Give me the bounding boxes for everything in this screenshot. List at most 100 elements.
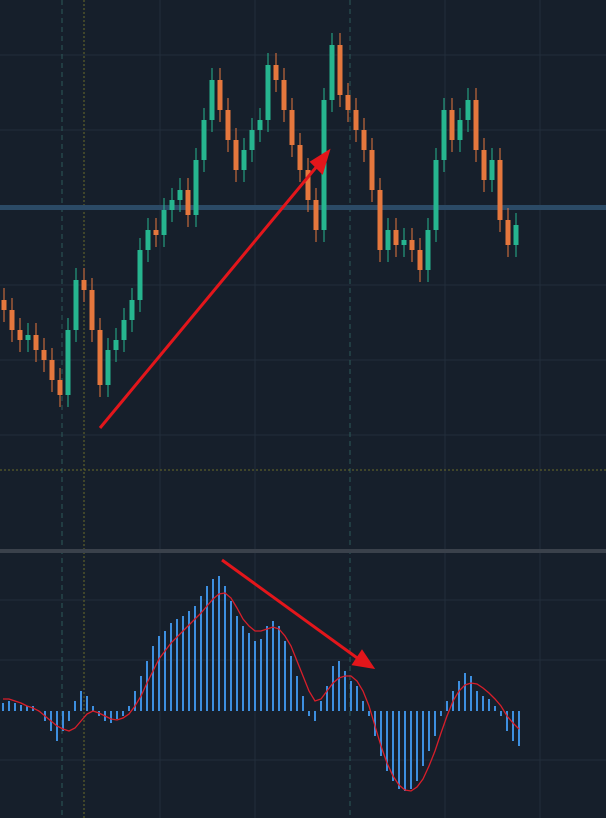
histogram-bar [14, 703, 16, 711]
histogram-bar [410, 711, 412, 789]
candle-body [233, 140, 239, 170]
histogram-bar [140, 676, 142, 711]
candle-body [505, 220, 511, 245]
histogram-bar [470, 676, 472, 711]
histogram-bar [134, 691, 136, 711]
signal-line [3, 592, 520, 792]
candle-body [145, 230, 151, 250]
histogram-bar [116, 711, 118, 719]
histogram-bar [194, 606, 196, 711]
candle-body [265, 65, 271, 120]
candle-body [225, 110, 231, 140]
candle-body [81, 280, 87, 290]
candle-body [313, 200, 319, 230]
histogram-bar [458, 681, 460, 711]
histogram-bar [338, 661, 340, 711]
marks [1, 33, 520, 792]
pane-separator [0, 549, 606, 553]
candle-body [217, 80, 223, 110]
histogram-bar [62, 711, 64, 731]
histogram-bar [362, 701, 364, 711]
histogram-bar [440, 711, 442, 716]
histogram-bar [80, 691, 82, 711]
histogram-bar [206, 586, 208, 711]
candle-body [201, 120, 207, 160]
candle-body [393, 230, 399, 245]
histogram-bar [422, 711, 424, 766]
candle-body [337, 45, 343, 95]
arrow-head [309, 148, 331, 175]
candle-body [241, 150, 247, 170]
candle-body [65, 330, 71, 395]
histogram-bar [308, 711, 310, 716]
histogram-bar [416, 711, 418, 781]
histogram-bar [260, 639, 262, 711]
histogram-bar [326, 686, 328, 711]
annotations [98, 148, 376, 670]
histogram-bar [428, 711, 430, 751]
candle-body [9, 310, 15, 330]
candle-body [329, 45, 335, 100]
histogram-bar [386, 711, 388, 771]
candle-body [433, 160, 439, 230]
candle-body [1, 300, 7, 310]
histogram-bar [506, 711, 508, 731]
histogram-bar [446, 701, 448, 711]
histogram-bar [182, 616, 184, 711]
arrow-up [98, 164, 320, 429]
candle-body [73, 280, 79, 330]
candle-body [161, 210, 167, 235]
candle-body [57, 380, 63, 395]
candle-body [457, 120, 463, 140]
histogram-bar [278, 626, 280, 711]
histogram-bar [218, 576, 220, 711]
histogram-bar [164, 631, 166, 711]
candle-body [113, 340, 119, 350]
histogram-bar [464, 673, 466, 711]
histogram-bar [86, 696, 88, 711]
candle-body [169, 200, 175, 210]
candle-body [449, 110, 455, 140]
candle-body [385, 230, 391, 250]
candle-body [497, 160, 503, 220]
candle-body [105, 350, 111, 385]
candle-body [153, 230, 159, 235]
candle-body [425, 230, 431, 270]
histogram-bar [128, 706, 130, 711]
histogram-bar [224, 586, 226, 711]
candle-body [25, 335, 31, 340]
histogram-bar [20, 705, 22, 711]
candle-body [193, 160, 199, 215]
candle-body [137, 250, 143, 300]
histogram-bar [8, 701, 10, 711]
histogram-bar [500, 711, 502, 716]
histogram-bar [254, 641, 256, 711]
candle-body [97, 330, 103, 385]
candle-body [249, 130, 255, 150]
histogram-bar [176, 619, 178, 711]
candle-body [41, 350, 47, 360]
histogram-bar [356, 686, 358, 711]
candle-body [417, 250, 423, 270]
candle-body [121, 320, 127, 340]
histogram-bar [296, 676, 298, 711]
candle-body [481, 150, 487, 180]
candle-body [89, 290, 95, 330]
histogram-bar [110, 711, 112, 723]
histogram-bar [26, 706, 28, 711]
histogram-bar [2, 703, 4, 711]
histogram-bar [284, 641, 286, 711]
histogram-bar [152, 646, 154, 711]
candle-body [17, 330, 23, 340]
candle-body [177, 190, 183, 200]
histogram-bar [92, 706, 94, 711]
candle-body [281, 80, 287, 110]
histogram-bar [374, 711, 376, 736]
histogram-bar [368, 711, 370, 716]
candle-body [465, 100, 471, 120]
histogram-bar [212, 579, 214, 711]
candle-body [369, 150, 375, 190]
candle-body [185, 190, 191, 215]
histogram-bar [248, 633, 250, 711]
histogram-bar [476, 691, 478, 711]
